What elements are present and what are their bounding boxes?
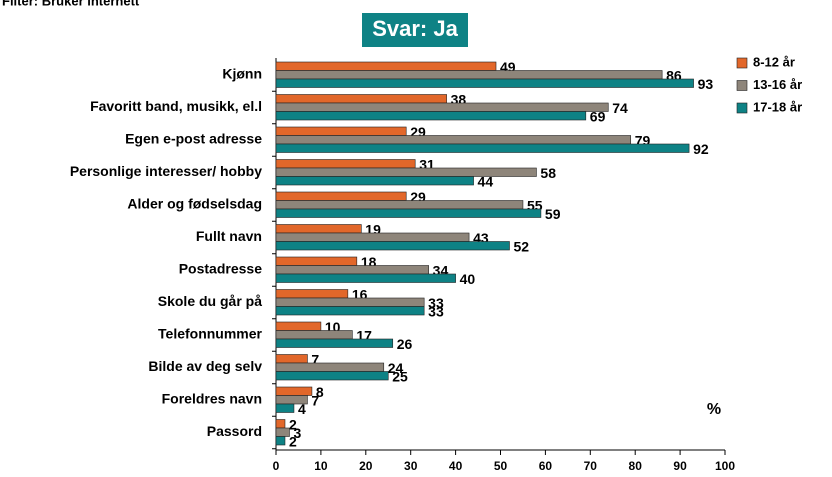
value-label: 92 [693, 141, 709, 157]
x-tick-label: 40 [449, 459, 463, 473]
y-tick-label: Alder og fødselsdag [127, 196, 262, 212]
chart-title: Svar: Ja [372, 16, 458, 41]
bar [275, 102, 609, 112]
x-tick-label: 0 [273, 459, 280, 473]
bar [275, 176, 474, 186]
x-tick-label: 30 [404, 459, 418, 473]
bar [275, 330, 353, 340]
y-tick-label: Postadresse [179, 261, 262, 277]
bar [275, 386, 313, 396]
bar [275, 338, 394, 348]
y-tick-label: Telefonnummer [158, 326, 263, 342]
bar [275, 224, 362, 234]
value-label: 24 [388, 360, 404, 376]
value-label: 7 [311, 351, 319, 367]
y-tick-label: Egen e-post adresse [125, 131, 262, 147]
bar [275, 111, 587, 121]
bar [275, 256, 358, 266]
y-tick-label: Fullt navn [196, 228, 262, 244]
value-label: 26 [397, 336, 413, 352]
x-tick-label: 60 [539, 459, 553, 473]
bar [275, 436, 286, 446]
bar [275, 94, 447, 104]
value-label: 58 [540, 165, 556, 181]
value-label: 33 [428, 303, 444, 319]
bar [275, 321, 322, 331]
bar [275, 306, 425, 316]
value-label: 59 [545, 206, 561, 222]
value-label: 93 [698, 76, 714, 92]
y-tick-label: Personlige interesser/ hobby [70, 163, 262, 179]
x-tick-label: 80 [629, 459, 643, 473]
value-label: 4 [298, 401, 306, 417]
value-label: 74 [612, 100, 628, 116]
legend-label: 13-16 år [753, 77, 802, 92]
bar [275, 70, 663, 80]
y-tick-label: Foreldres navn [162, 391, 262, 407]
value-label: 40 [460, 271, 476, 287]
x-tick-label: 90 [673, 459, 687, 473]
y-tick-label: Passord [207, 423, 262, 439]
bar [275, 419, 286, 429]
value-label: 2 [289, 416, 297, 432]
bar [275, 354, 308, 364]
bar [275, 289, 349, 299]
legend-label: 8-12 år [753, 54, 795, 69]
legend-swatch [736, 102, 748, 114]
bar [275, 241, 510, 251]
bar [275, 427, 290, 437]
bar [275, 208, 542, 218]
bar [275, 167, 537, 177]
x-tick-label: 10 [314, 459, 328, 473]
bar [275, 61, 497, 71]
legend-label: 17-18 år [753, 99, 802, 114]
bar [275, 403, 295, 413]
legend-swatch [736, 57, 748, 69]
bar [275, 273, 456, 283]
bar [275, 232, 470, 242]
bar [275, 143, 690, 153]
x-tick-label: 50 [494, 459, 508, 473]
bar [275, 126, 407, 136]
y-tick-label: Favoritt band, musikk, el.l [90, 98, 262, 114]
title-box [362, 13, 468, 47]
value-label: 44 [478, 173, 494, 189]
bar [275, 135, 632, 145]
bar [275, 362, 385, 372]
annotation: % [707, 401, 721, 418]
value-label: 2 [289, 433, 297, 449]
bar [275, 191, 407, 201]
bar [275, 371, 389, 381]
value-label: 8 [316, 384, 324, 400]
bar [275, 78, 694, 88]
value-label: 69 [590, 108, 606, 124]
bar [275, 297, 425, 307]
bar [275, 200, 524, 210]
y-tick-label: Skole du går på [158, 293, 262, 309]
chart-subtitle: Filter: Bruker internett [2, 0, 140, 8]
bar [275, 159, 416, 169]
value-label: 7 [311, 392, 319, 408]
value-label: 52 [513, 238, 529, 254]
y-tick-label: Bilde av deg selv [148, 358, 262, 374]
x-tick-label: 20 [359, 459, 373, 473]
value-label: 25 [392, 368, 408, 384]
legend-swatch [736, 80, 748, 91]
value-label: 33 [428, 295, 444, 311]
x-tick-label: 70 [584, 459, 598, 473]
value-label: 3 [293, 425, 301, 441]
y-tick-label: Kjønn [222, 66, 262, 82]
x-tick-label: 100 [715, 459, 735, 473]
bar [275, 265, 429, 275]
